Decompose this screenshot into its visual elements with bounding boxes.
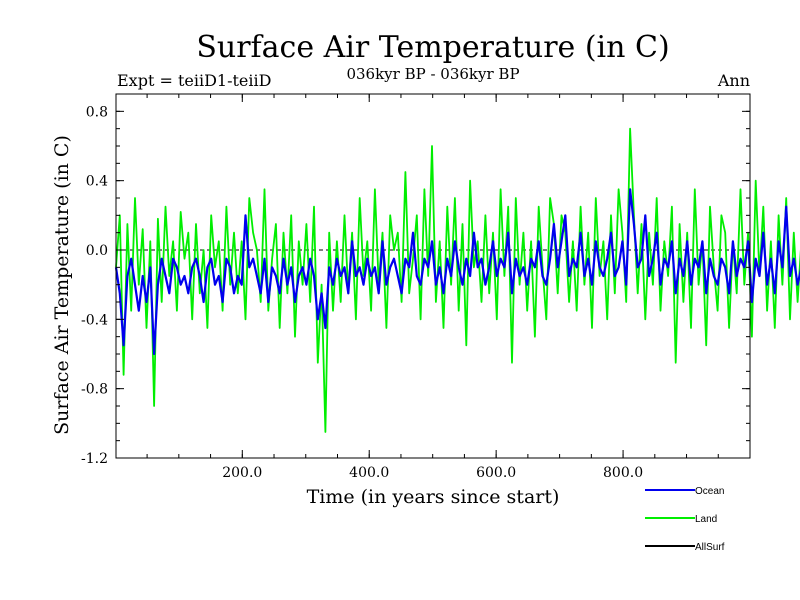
x-tick-label: 600.0	[476, 465, 516, 481]
period-label: Ann	[717, 71, 750, 90]
x-tick-label: 200.0	[222, 465, 262, 481]
y-tick-label: 0.8	[86, 104, 108, 120]
x-tick-label: 800.0	[603, 465, 643, 481]
y-tick-label: -0.4	[81, 312, 108, 328]
series-lines	[114, 127, 800, 433]
legend-label-land: Land	[695, 514, 717, 525]
legend-label-ocean: Ocean	[695, 486, 724, 497]
plot-frame	[115, 93, 751, 459]
chart-subtitle: 036kyr BP - 036kyr BP	[346, 65, 519, 83]
y-tick-label: 0.0	[86, 243, 108, 259]
experiment-label: Expt = teiiD1-teiiD	[117, 71, 271, 90]
axis-tick-labels: -1.2 -0.8 -0.4 0.0 0.4 0.8 200.0 400.0 600.0 800.…	[81, 104, 643, 481]
legend: Ocean Land AllSurf	[645, 486, 725, 553]
legend-label-allsurf: AllSurf	[695, 542, 725, 553]
y-tick-label: -1.2	[81, 451, 108, 467]
chart-title: Surface Air Temperature (in C)	[196, 30, 669, 65]
series-line-ocean	[114, 188, 800, 356]
y-tick-label: 0.4	[86, 174, 108, 190]
y-axis-label: Surface Air Temperature (in C)	[51, 135, 73, 435]
axis-ticks	[116, 93, 750, 459]
y-tick-label: -0.8	[81, 382, 108, 398]
x-tick-label: 400.0	[349, 465, 389, 481]
x-axis-label: Time (in years since start)	[307, 486, 560, 508]
